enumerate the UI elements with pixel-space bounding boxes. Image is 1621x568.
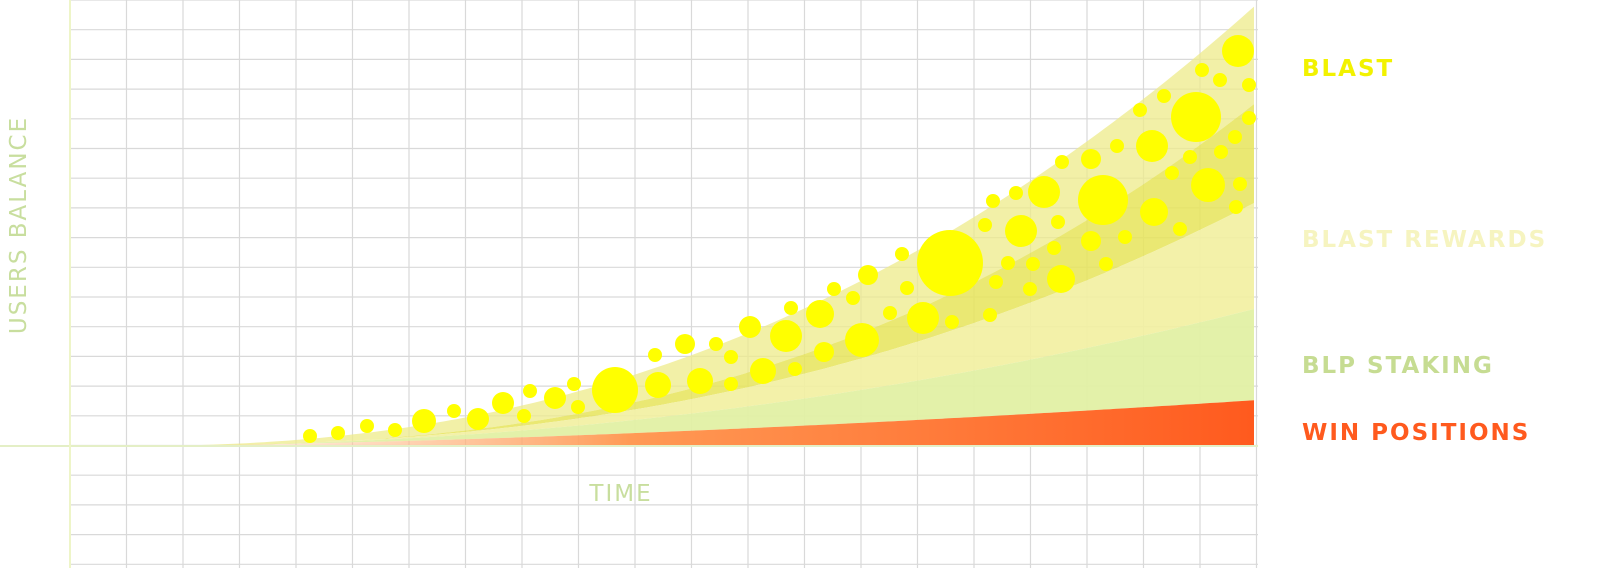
bubble bbox=[784, 301, 798, 315]
bubble bbox=[907, 302, 939, 334]
bubble bbox=[1051, 215, 1065, 229]
bubble bbox=[567, 377, 581, 391]
bubble bbox=[1047, 265, 1075, 293]
bubble bbox=[989, 275, 1003, 289]
bubble bbox=[709, 337, 723, 351]
bubble bbox=[571, 400, 585, 414]
bubble bbox=[917, 230, 983, 296]
bubble bbox=[1099, 257, 1113, 271]
bubble bbox=[645, 372, 671, 398]
legend-blp-staking: BLP STAKING bbox=[1302, 353, 1494, 379]
area-win-positions bbox=[120, 400, 1254, 446]
bubble bbox=[883, 306, 897, 320]
bubble bbox=[1005, 215, 1037, 247]
area-blp-staking bbox=[120, 309, 1254, 446]
bubble bbox=[983, 308, 997, 322]
bubble bbox=[1229, 200, 1243, 214]
bubble bbox=[1081, 231, 1101, 251]
bubble bbox=[858, 265, 878, 285]
bubble bbox=[412, 409, 436, 433]
bubble bbox=[978, 218, 992, 232]
bubble bbox=[360, 419, 374, 433]
bubble bbox=[1228, 130, 1242, 144]
bubble bbox=[648, 348, 662, 362]
bubble bbox=[517, 409, 531, 423]
bubble bbox=[388, 423, 402, 437]
bubble bbox=[1214, 145, 1228, 159]
bubble bbox=[1023, 282, 1037, 296]
bubble bbox=[845, 323, 879, 357]
legend-blast-rewards: BLAST REWARDS bbox=[1302, 227, 1547, 253]
bubble bbox=[1140, 198, 1168, 226]
bubble bbox=[895, 247, 909, 261]
bubble bbox=[303, 429, 317, 443]
bubble bbox=[687, 368, 713, 394]
bubble bbox=[331, 426, 345, 440]
bubble bbox=[1242, 78, 1256, 92]
bubble bbox=[523, 384, 537, 398]
bubble bbox=[1222, 35, 1254, 67]
bubble bbox=[1078, 175, 1128, 225]
bubble bbox=[814, 342, 834, 362]
bubble bbox=[1047, 241, 1061, 255]
bubble bbox=[1173, 222, 1187, 236]
bubble bbox=[467, 408, 489, 430]
bubble bbox=[827, 282, 841, 296]
bubble bbox=[1157, 89, 1171, 103]
bubble bbox=[492, 392, 514, 414]
bubble bbox=[1242, 111, 1256, 125]
bubble bbox=[1028, 176, 1060, 208]
bubble bbox=[1001, 256, 1015, 270]
bubble bbox=[724, 377, 738, 391]
bubble bbox=[1183, 150, 1197, 164]
legend-blast: BLAST bbox=[1302, 56, 1394, 82]
bubble bbox=[1191, 168, 1225, 202]
area-blast bbox=[120, 104, 1254, 446]
bubble bbox=[1213, 73, 1227, 87]
bubble bbox=[592, 367, 638, 413]
bubble bbox=[1009, 186, 1023, 200]
y-axis-label: USERS BALANCE bbox=[6, 116, 32, 334]
bubble bbox=[1171, 92, 1221, 142]
legend-win-positions: WIN POSITIONS bbox=[1302, 420, 1530, 446]
bubble bbox=[675, 334, 695, 354]
bubble bbox=[1026, 257, 1040, 271]
bubble bbox=[1081, 149, 1101, 169]
bubble bbox=[1136, 130, 1168, 162]
bubble bbox=[1055, 155, 1069, 169]
bubble bbox=[945, 315, 959, 329]
bubble bbox=[750, 358, 776, 384]
bubble bbox=[1133, 103, 1147, 117]
blast-bubbles bbox=[303, 35, 1256, 443]
bubble bbox=[1195, 63, 1209, 77]
bubble bbox=[1165, 166, 1179, 180]
x-axis-label: TIME bbox=[588, 481, 652, 507]
bubble bbox=[1110, 139, 1124, 153]
bubble bbox=[739, 316, 761, 338]
bubble bbox=[1118, 230, 1132, 244]
bubble bbox=[544, 387, 566, 409]
bubble bbox=[986, 194, 1000, 208]
bubble bbox=[770, 320, 802, 352]
area-blast-rewards bbox=[120, 203, 1254, 446]
bubble bbox=[806, 300, 834, 328]
bubble bbox=[846, 291, 860, 305]
bubble bbox=[447, 404, 461, 418]
bubble bbox=[900, 281, 914, 295]
bubble bbox=[724, 350, 738, 364]
bubble bbox=[788, 362, 802, 376]
bubble bbox=[1233, 177, 1247, 191]
